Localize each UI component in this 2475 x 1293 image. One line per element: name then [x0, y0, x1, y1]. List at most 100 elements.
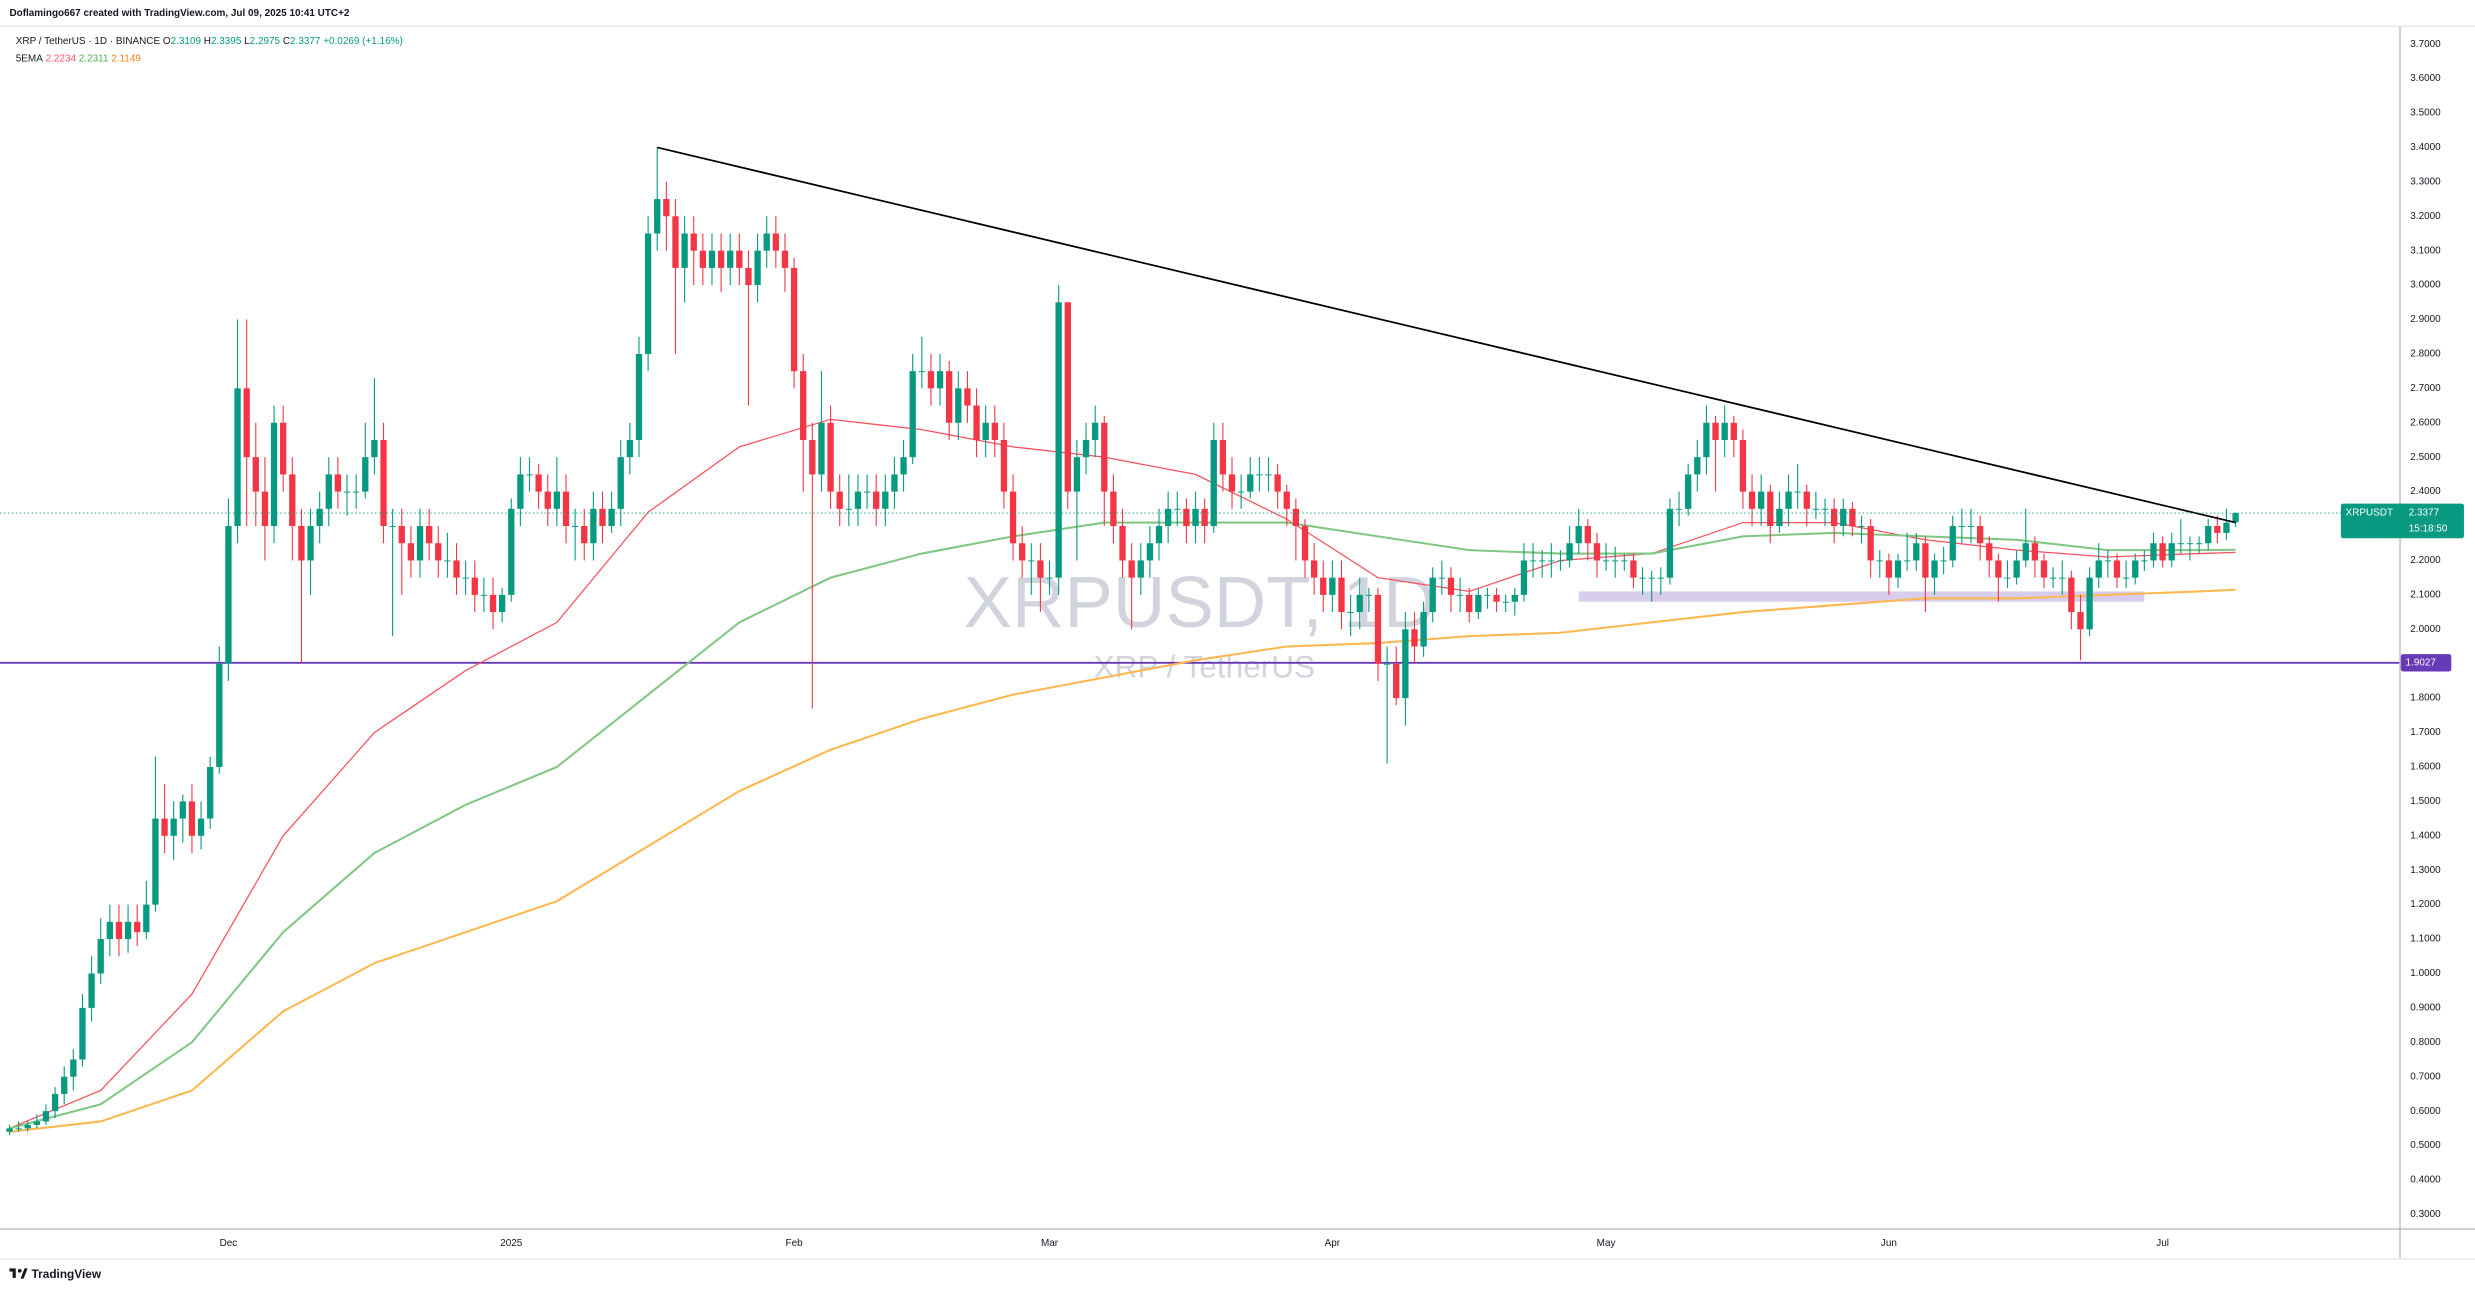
candle-body [2049, 577, 2057, 579]
candle-body [2168, 543, 2175, 561]
y-tick-label: 3.5000 [2410, 108, 2441, 119]
candle-body [590, 508, 597, 544]
candle-body [1539, 560, 1546, 562]
candle-body [1082, 439, 1090, 458]
y-tick-label: 3.0000 [2410, 280, 2441, 291]
candle-body [1192, 508, 1199, 527]
y-tick-label: 1.3000 [2410, 865, 2441, 876]
candle-body [1119, 526, 1126, 561]
price-label-symbol: XRPUSDT [2346, 508, 2394, 519]
support-zone [1578, 591, 2145, 602]
candle-body [1219, 439, 1227, 475]
candle-body [207, 766, 214, 819]
ema-value: 2.2234 [46, 53, 77, 64]
candle-body [882, 491, 889, 509]
candle-body [1347, 612, 1354, 614]
candle-body [1174, 508, 1181, 510]
candle-body [1228, 474, 1236, 492]
candle-body [489, 594, 497, 613]
candle-body [1320, 577, 1327, 595]
candle-body [2022, 543, 2029, 561]
y-tick-label: 1.8000 [2410, 693, 2441, 704]
candle-body [1876, 560, 1883, 562]
candle-body [1931, 560, 1938, 578]
candle-body [1858, 526, 1865, 527]
candle-body [571, 526, 579, 527]
candle-body [544, 491, 551, 509]
ohlc-value: 2.3109 [171, 36, 202, 47]
candle-body [106, 921, 113, 940]
candle-body [1511, 594, 1518, 602]
candle-body [2077, 612, 2084, 630]
candle-body [1803, 491, 1810, 509]
candle-body [1767, 491, 1774, 527]
y-tick-label: 3.2000 [2410, 211, 2441, 222]
candle-body [1402, 629, 1409, 699]
candle-body [1995, 560, 2002, 578]
candle-body [316, 508, 323, 527]
watermark-sub: XRP / TetherUS [1094, 649, 1316, 685]
candle-body [964, 388, 971, 406]
candle-body [681, 233, 688, 268]
candle-body [1201, 508, 1208, 527]
candle-body [343, 491, 351, 493]
candle-body [280, 422, 287, 475]
candle-body [635, 353, 643, 440]
candle-body [690, 233, 697, 251]
candle-body [1000, 439, 1008, 492]
candle-body [371, 439, 378, 458]
candle-body [471, 577, 478, 595]
candle-body [2186, 543, 2194, 545]
candle-body [1146, 543, 1154, 561]
y-tick-label: 2.0000 [2410, 624, 2441, 635]
candle-body [216, 663, 223, 767]
candle-body [1903, 560, 1911, 562]
candle-body [1721, 422, 1728, 440]
change: +0.0269 (+1.16%) [323, 36, 403, 47]
trendline [657, 146, 2236, 524]
candle-body [1064, 302, 1071, 492]
candle-body [1055, 302, 1062, 578]
candle-body [918, 371, 925, 373]
candle-body [1164, 508, 1172, 527]
candle-body [2068, 577, 2075, 613]
candle-body [2159, 543, 2166, 561]
candle-body [1383, 663, 1391, 665]
candle-body [353, 491, 360, 493]
y-tick-label: 0.3000 [2410, 1209, 2441, 1220]
price-label-value: 2.3377 [2409, 508, 2440, 519]
candle-body [70, 1059, 77, 1077]
plot [0, 146, 2400, 1136]
candle-body [909, 371, 916, 458]
candle-body [1475, 594, 1482, 613]
candle-body [1374, 594, 1382, 664]
candle-body [1292, 508, 1300, 527]
candle-body [33, 1121, 40, 1125]
candle-body [197, 818, 205, 836]
candle-body [97, 939, 104, 974]
candle-body [672, 216, 679, 268]
candle-body [425, 526, 433, 544]
candle-body [982, 422, 989, 440]
candle-body [827, 422, 834, 492]
candle-body [2013, 560, 2020, 578]
candle-body [800, 371, 807, 440]
level-label-box [2400, 654, 2452, 672]
countdown: 15:18:50 [2409, 523, 2448, 534]
candle-body [79, 1007, 86, 1060]
candle-body [2195, 543, 2203, 545]
ohlc-letter: O [163, 36, 171, 47]
candle-body [2031, 543, 2039, 561]
candle-body [1675, 508, 1683, 510]
candle-body [599, 508, 606, 527]
x-tick-label: Feb [786, 1238, 804, 1249]
candle-body [416, 526, 424, 561]
candle-body [2086, 577, 2093, 630]
candle-body [6, 1128, 13, 1132]
candle-body [1393, 663, 1400, 699]
y-tick-label: 2.2000 [2410, 555, 2441, 566]
y-tick-label: 1.5000 [2410, 796, 2441, 807]
candle-body [562, 491, 570, 527]
candle-body [289, 474, 296, 527]
